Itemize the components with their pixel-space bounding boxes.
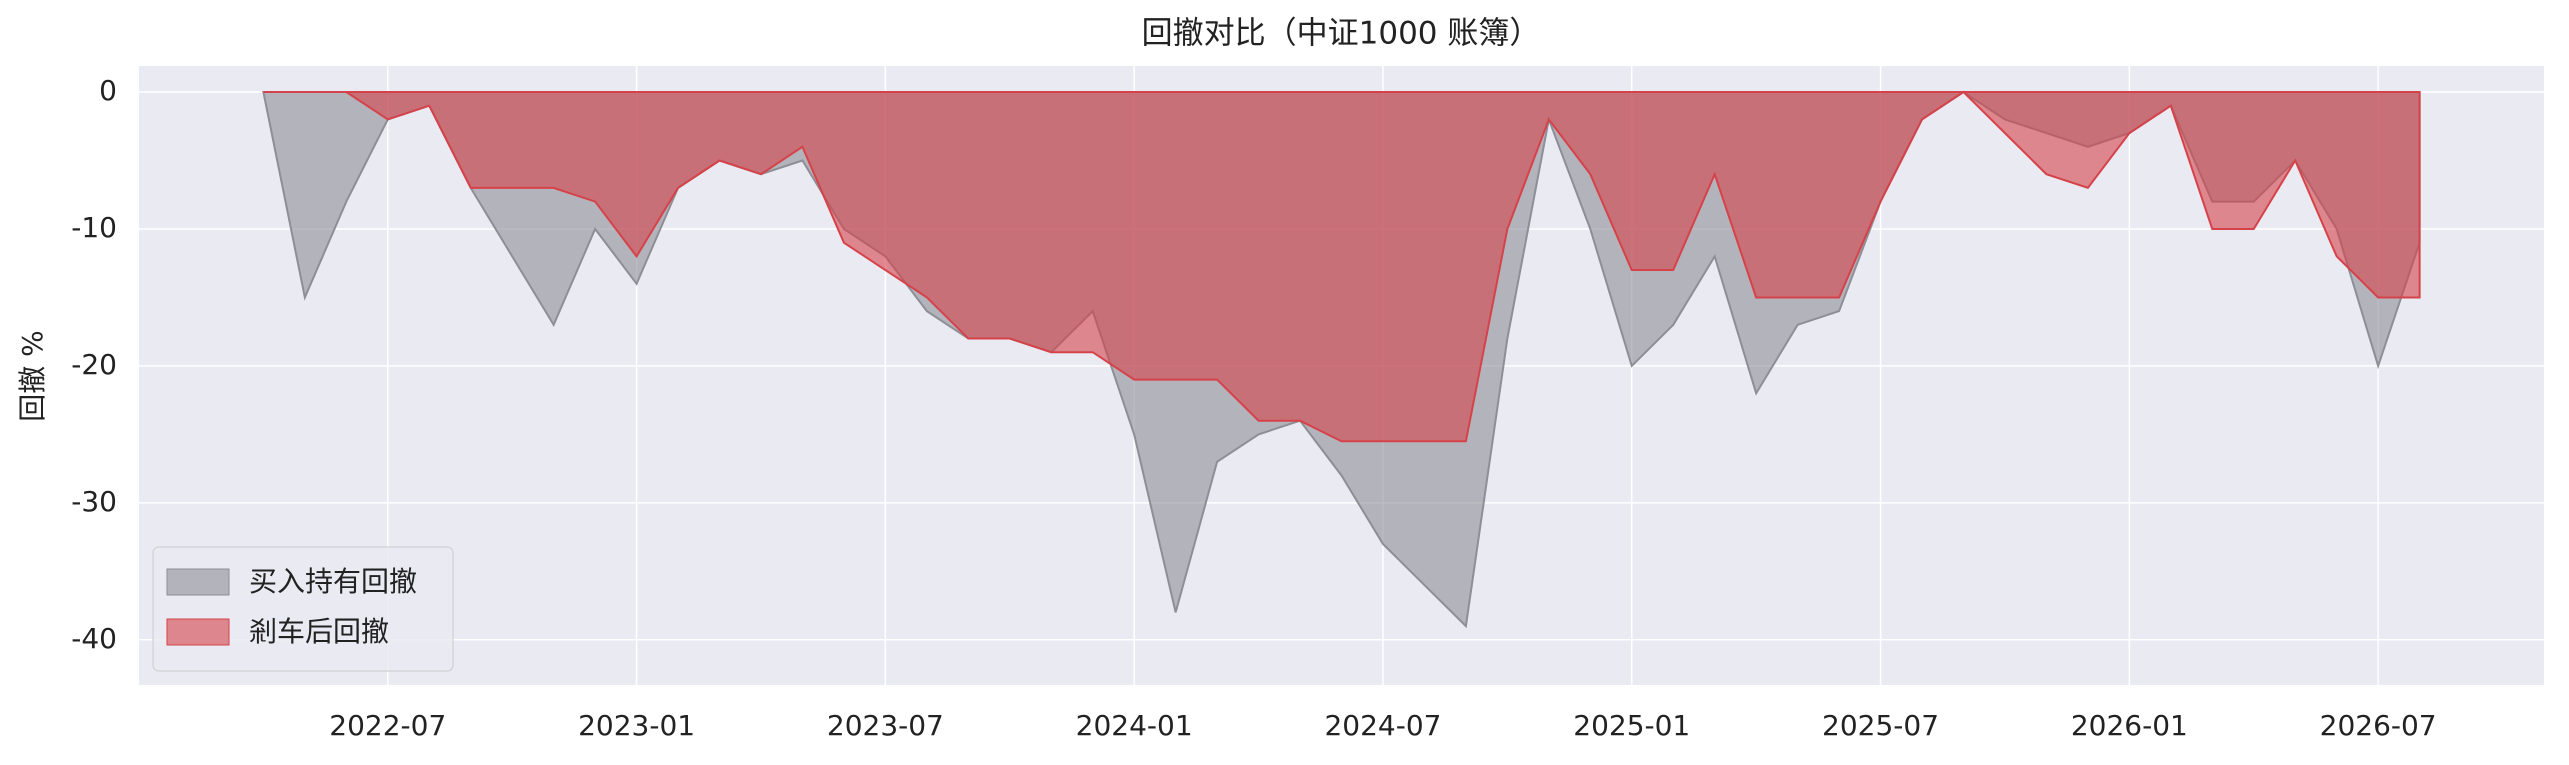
- x-tick-label: 2025-07: [1822, 709, 1939, 742]
- legend-swatch: [166, 618, 230, 646]
- x-tick-label: 2025-01: [1573, 709, 1690, 742]
- y-axis-label: 回撤 %: [16, 330, 49, 422]
- x-tick-label: 2024-01: [1076, 709, 1193, 742]
- y-tick-label: -40: [71, 622, 117, 655]
- x-tick-label: 2026-07: [2320, 709, 2437, 742]
- y-tick-label: -30: [71, 485, 117, 518]
- area: [263, 90, 2421, 443]
- x-tick-label: 2022-07: [329, 709, 446, 742]
- x-tick-label: 2026-01: [2071, 709, 2188, 742]
- chart-title: 回撤对比（中证1000 账簿）: [1142, 16, 1541, 52]
- x-tick-label: 2023-01: [578, 709, 695, 742]
- legend-label: 剎车后回撤: [249, 615, 389, 648]
- y-tick-label: -10: [71, 211, 117, 244]
- x-tick-label: 2023-07: [827, 709, 944, 742]
- x-tick-label: 2024-07: [1324, 709, 1441, 742]
- legend-swatch: [166, 568, 230, 596]
- legend-label: 买入持有回撤: [249, 565, 417, 598]
- y-tick-label: -20: [71, 348, 117, 381]
- y-tick-label: 0: [99, 74, 117, 107]
